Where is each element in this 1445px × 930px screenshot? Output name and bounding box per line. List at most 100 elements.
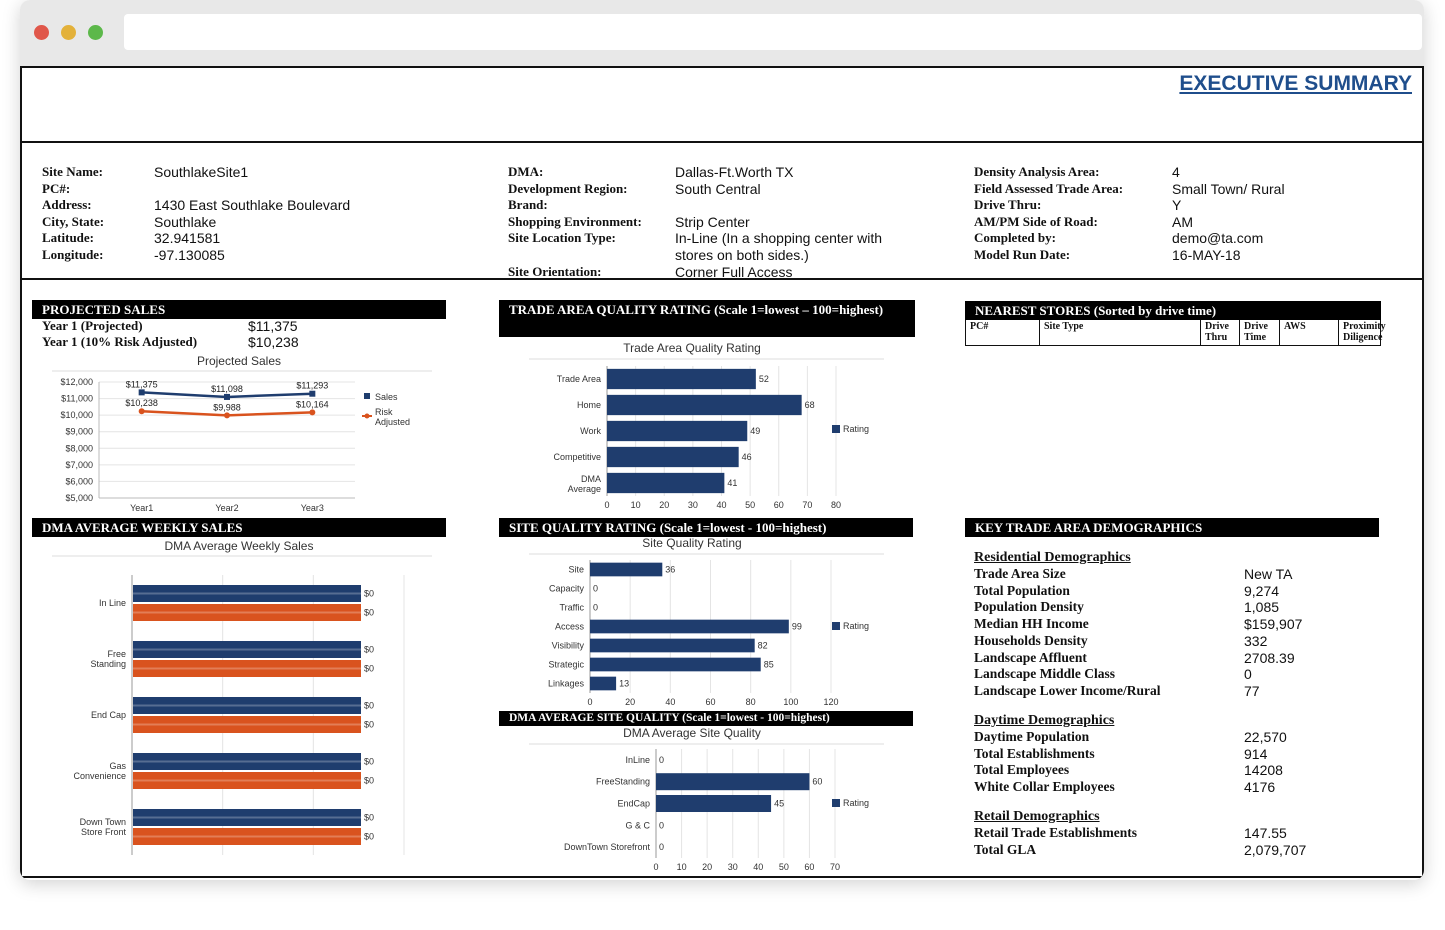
data-label: $0	[364, 664, 374, 674]
y-tick-label: $10,000	[60, 410, 93, 420]
x-tick-label: 30	[688, 500, 698, 510]
bar	[590, 657, 761, 672]
dma-weekly-sales-header: DMA AVERAGE WEEKLY SALES	[32, 518, 446, 537]
site-info-value: 4	[1172, 164, 1180, 180]
category-label: Traffic	[559, 603, 584, 613]
site-info-label: PC#:	[42, 180, 71, 196]
site-info-label: Address:	[42, 197, 92, 212]
data-label: $0	[364, 701, 374, 711]
demographic-label: Landscape Lower Income/Rural	[974, 682, 1161, 698]
x-tick-label: 30	[728, 862, 738, 870]
data-label: 0	[659, 755, 664, 765]
category-label: DownTown Storefront	[564, 842, 651, 852]
chart-title: DMA Average Weekly Sales	[165, 539, 314, 553]
trade-area-quality-chart: Trade Area Quality Rating 0 10 20 30 40 50 60 70…	[529, 341, 884, 510]
bar-sheen	[133, 723, 361, 726]
site-info-value: Dallas-Ft.Worth TX	[675, 164, 794, 180]
drivethru-bar	[133, 585, 361, 602]
x-tick-label: 40	[753, 862, 763, 870]
minimize-window-button[interactable]	[61, 25, 76, 40]
x-tick-label: 20	[702, 862, 712, 870]
legend-label: Risk	[375, 407, 393, 417]
demographic-label: Landscape Affluent	[974, 649, 1087, 665]
divider	[22, 278, 1422, 280]
bar-sheen	[133, 704, 361, 707]
projected-label: Year 1 (Projected)	[42, 318, 143, 333]
x-tick-label: 10	[631, 500, 641, 510]
bar-sheen	[133, 779, 361, 782]
maximize-window-button[interactable]	[88, 25, 103, 40]
legend-label: Rating	[843, 424, 869, 434]
data-label: 13	[619, 679, 629, 689]
category-label: Competitive	[553, 452, 601, 462]
demographic-value: 9,274	[1244, 582, 1280, 599]
category-label: Down Town	[80, 817, 126, 827]
site-info-value: -97.130085	[154, 246, 225, 263]
col-site-type: Site Type	[1040, 320, 1201, 345]
bar-sheen	[133, 592, 361, 595]
x-tick-label: 60	[804, 862, 814, 870]
demographic-value: 2,079,707	[1244, 841, 1307, 858]
bar	[590, 562, 663, 577]
category-label: Visibility	[552, 641, 585, 651]
x-tick-label: 20	[625, 697, 635, 707]
data-label: $0	[364, 813, 374, 823]
x-tick-label: 0	[604, 500, 609, 510]
category-label: Capacity	[549, 584, 585, 594]
data-label: $0	[364, 832, 374, 842]
site-info-label: Shopping Environment:	[508, 213, 642, 229]
browser-titlebar	[20, 0, 1424, 66]
report-title: EXECUTIVE SUMMARY	[1179, 72, 1412, 95]
data-label: 0	[659, 820, 664, 830]
x-tick-label: 80	[746, 697, 756, 707]
data-label: $0	[364, 776, 374, 786]
site-info-value: 1430 East Southlake Boulevard	[154, 197, 351, 213]
col-pc: PC#	[966, 320, 1040, 345]
browser-window: EXECUTIVE SUMMARY Site Name: SouthlakeSit…	[20, 0, 1424, 880]
legend-marker-risk-dot	[364, 413, 370, 419]
dma-site-quality-header: DMA AVERAGE SITE QUALITY (Scale 1=lowest…	[499, 711, 913, 726]
data-label: 68	[805, 400, 815, 410]
category-label: Home	[577, 400, 601, 410]
projected-value: $11,375	[248, 318, 298, 334]
x-tick-label: Year3	[301, 503, 324, 513]
x-tick-label: 100	[783, 697, 798, 707]
dma-site-quality-chart: DMA Average Site Quality 0 10 20 30 40 50 60 70 0…	[529, 727, 884, 870]
demographic-label: Total Establishments	[974, 745, 1095, 761]
category-label: Store Front	[81, 827, 127, 837]
bar	[607, 368, 756, 390]
demographic-value: $159,907	[1244, 616, 1303, 633]
report-document: EXECUTIVE SUMMARY Site Name: SouthlakeSit…	[20, 66, 1424, 878]
site-quality-header: SITE QUALITY RATING (Scale 1=lowest - 10…	[499, 518, 913, 537]
site-info-value: 16-MAY-18	[1172, 246, 1241, 263]
projected-sales-header: PROJECTED SALES	[32, 300, 446, 319]
address-bar[interactable]	[124, 14, 1422, 50]
bar	[590, 619, 789, 634]
close-window-button[interactable]	[34, 25, 49, 40]
demographic-label: Population Density	[974, 599, 1084, 615]
site-info-value: Small Town/ Rural	[1172, 180, 1285, 197]
legend-label: Sales	[375, 392, 398, 402]
category-label: Access	[555, 622, 585, 632]
legend-label: Adjusted	[375, 417, 410, 427]
chart-title: Site Quality Rating	[642, 537, 741, 550]
risk-adjusted-value: $10,238	[248, 334, 299, 350]
site-info-label: Model Run Date:	[974, 246, 1071, 262]
x-tick-label: Year1	[130, 503, 153, 513]
dma-weekly-sales-chart: DMA Average Weekly Sales$0.0000$0.0004$0…	[52, 539, 432, 855]
category-label: Gas	[109, 761, 126, 771]
demographic-label: Total Population	[974, 582, 1070, 598]
site-info-value: In-Line (In a shopping center with store…	[675, 230, 883, 263]
data-label: $10,238	[125, 398, 158, 408]
legend-label: Rating	[843, 621, 869, 631]
category-label: In Line	[99, 598, 126, 608]
x-tick-label: 0	[587, 697, 592, 707]
data-label: 99	[792, 622, 802, 632]
col-proximity: Proximity Diligence	[1343, 321, 1386, 343]
data-label: 41	[727, 478, 737, 488]
chart-title: DMA Average Site Quality	[623, 727, 761, 740]
site-info-label: Completed by:	[974, 230, 1056, 245]
data-label: $10,164	[296, 399, 329, 409]
demographic-label: White Collar Employees	[974, 779, 1115, 795]
chart-title: Projected Sales	[197, 354, 281, 368]
